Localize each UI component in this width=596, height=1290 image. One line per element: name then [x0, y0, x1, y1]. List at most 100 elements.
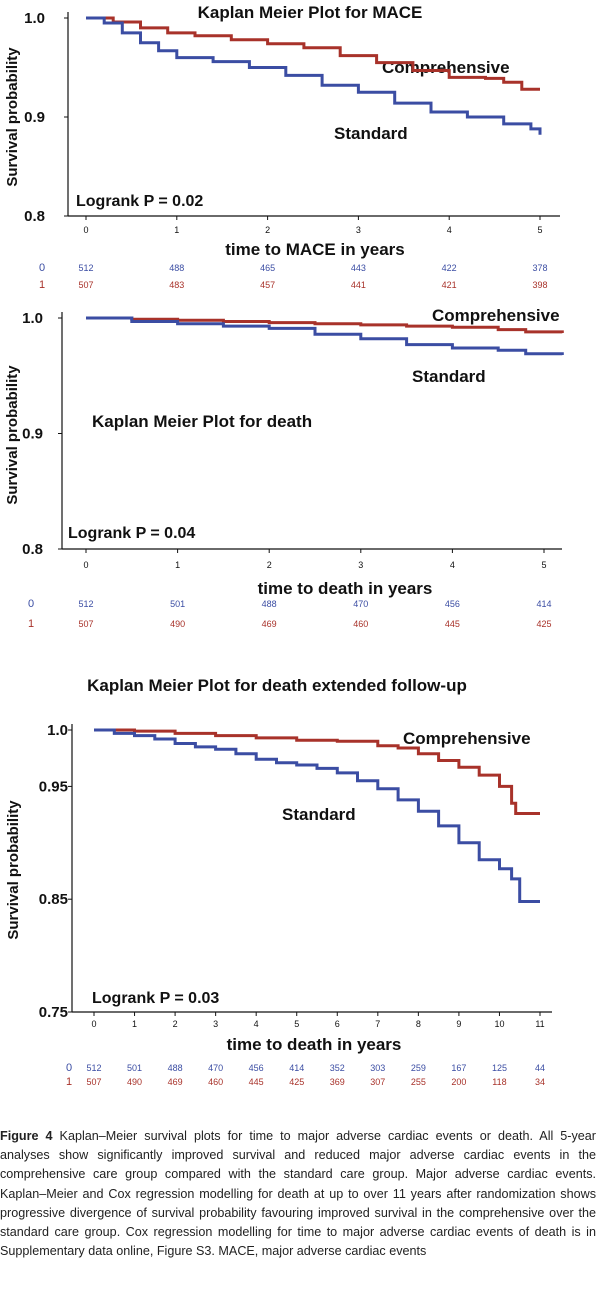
risk-table-value: 507 [86, 1077, 101, 1087]
x-tick-label: 1 [175, 560, 180, 570]
series-label-standard: Standard [282, 805, 356, 824]
logrank-label: Logrank P = 0.04 [68, 525, 195, 542]
logrank-label: Logrank P = 0.03 [92, 990, 219, 1007]
x-tick-label: 8 [416, 1019, 421, 1029]
risk-table-value: 488 [169, 263, 184, 273]
y-tick-label: 0.8 [24, 208, 45, 225]
risk-table-value: 488 [168, 1063, 183, 1073]
risk-table-value: 460 [208, 1077, 223, 1087]
kaplan-meier-death-chart: Survival probability Kaplan Meier Plot f… [4, 306, 564, 630]
risk-table-value: 441 [351, 280, 366, 290]
kaplan-meier-extended-chart: Kaplan Meier Plot for death extended fol… [5, 676, 552, 1088]
risk-table-value: 303 [370, 1063, 385, 1073]
y-axis-label: Survival probability [5, 800, 22, 940]
risk-table-value: 488 [262, 599, 277, 609]
risk-table-value: 460 [353, 619, 368, 629]
x-tick-label: 5 [294, 1019, 299, 1029]
x-tick-label: 5 [541, 560, 546, 570]
risk-table-value: 200 [451, 1077, 466, 1087]
x-tick-label: 7 [375, 1019, 380, 1029]
risk-table-value: 465 [260, 263, 275, 273]
risk-table-value: 167 [451, 1063, 466, 1073]
x-tick-label: 4 [254, 1019, 259, 1029]
risk-table-value: 44 [535, 1063, 545, 1073]
x-tick-label: 6 [335, 1019, 340, 1029]
caption-text: Kaplan–Meier survival plots for time to … [0, 1129, 596, 1259]
figure-caption: Figure 4 Kaplan–Meier survival plots for… [0, 1127, 596, 1261]
risk-group-label: 1 [28, 618, 34, 630]
risk-table-value: 490 [127, 1077, 142, 1087]
survival-curve-comprehensive [94, 728, 540, 815]
y-axis-label: Survival probability [4, 365, 21, 505]
risk-table-value: 456 [445, 599, 460, 609]
y-tick-label: 1.0 [22, 310, 43, 327]
chart-title: Kaplan Meier Plot for death [92, 412, 312, 431]
risk-table-value: 445 [249, 1077, 264, 1087]
risk-table-value: 490 [170, 619, 185, 629]
x-tick-label: 11 [535, 1019, 544, 1029]
risk-table-value: 512 [86, 1063, 101, 1073]
x-tick-label: 0 [83, 225, 88, 235]
survival-curve-standard [94, 728, 540, 903]
x-axis-label: time to death in years [227, 1035, 402, 1054]
risk-group-label: 1 [39, 279, 45, 291]
y-tick-label: 0.85 [39, 891, 68, 908]
risk-table-value: 259 [411, 1063, 426, 1073]
logrank-label: Logrank P = 0.02 [76, 193, 203, 210]
risk-table-value: 512 [78, 263, 93, 273]
risk-table-value: 507 [78, 280, 93, 290]
x-tick-label: 3 [356, 225, 361, 235]
survival-curve-standard [86, 16, 542, 135]
x-tick-label: 1 [132, 1019, 137, 1029]
survival-curve-comprehensive [86, 16, 540, 91]
risk-table-value: 378 [532, 263, 547, 273]
x-tick-label: 2 [173, 1019, 178, 1029]
risk-group-label: 1 [66, 1076, 72, 1088]
x-tick-label: 5 [537, 225, 542, 235]
risk-table-value: 118 [492, 1077, 506, 1087]
risk-table-value: 445 [445, 619, 460, 629]
risk-table-value: 512 [78, 599, 93, 609]
y-tick-label: 0.95 [39, 778, 68, 795]
risk-table-value: 501 [170, 599, 185, 609]
series-label-comprehensive: Comprehensive [432, 306, 560, 325]
survival-curve-standard [86, 316, 564, 356]
risk-table-value: 352 [330, 1063, 345, 1073]
chart-title: Kaplan Meier Plot for MACE [198, 3, 423, 22]
figure-label: Figure 4 [0, 1129, 53, 1143]
y-axis-label: Survival probability [4, 47, 21, 187]
chart-title: Kaplan Meier Plot for death extended fol… [87, 676, 467, 695]
x-axis-label: time to death in years [258, 579, 433, 598]
x-tick-label: 4 [447, 225, 452, 235]
risk-group-label: 0 [66, 1062, 72, 1074]
risk-table-value: 414 [536, 599, 551, 609]
y-tick-label: 0.8 [22, 541, 43, 558]
risk-table-value: 469 [262, 619, 277, 629]
x-tick-label: 0 [83, 560, 88, 570]
risk-table-value: 501 [127, 1063, 142, 1073]
x-tick-label: 4 [450, 560, 455, 570]
risk-table-value: 398 [532, 280, 547, 290]
x-tick-label: 9 [456, 1019, 461, 1029]
risk-table-value: 470 [208, 1063, 223, 1073]
series-label-comprehensive: Comprehensive [403, 729, 531, 748]
risk-table-value: 414 [289, 1063, 304, 1073]
series-label-standard: Standard [412, 367, 486, 386]
risk-table-value: 507 [78, 619, 93, 629]
risk-table-value: 443 [351, 263, 366, 273]
series-label-standard: Standard [334, 124, 408, 143]
y-tick-label: 1.0 [47, 722, 68, 739]
risk-table-value: 425 [536, 619, 551, 629]
risk-table-value: 34 [535, 1077, 545, 1087]
kaplan-meier-mace-chart: Kaplan Meier Plot for MACE Survival prob… [4, 3, 560, 291]
risk-table-value: 125 [492, 1063, 507, 1073]
y-tick-label: 0.9 [24, 109, 45, 126]
series-label-comprehensive: Comprehensive [382, 58, 510, 77]
x-tick-label: 1 [174, 225, 179, 235]
x-axis-label: time to MACE in years [225, 240, 405, 259]
y-tick-label: 0.75 [39, 1004, 68, 1021]
x-tick-label: 3 [213, 1019, 218, 1029]
risk-table-value: 307 [370, 1077, 385, 1087]
risk-table-value: 422 [442, 263, 457, 273]
risk-group-label: 0 [39, 262, 45, 274]
